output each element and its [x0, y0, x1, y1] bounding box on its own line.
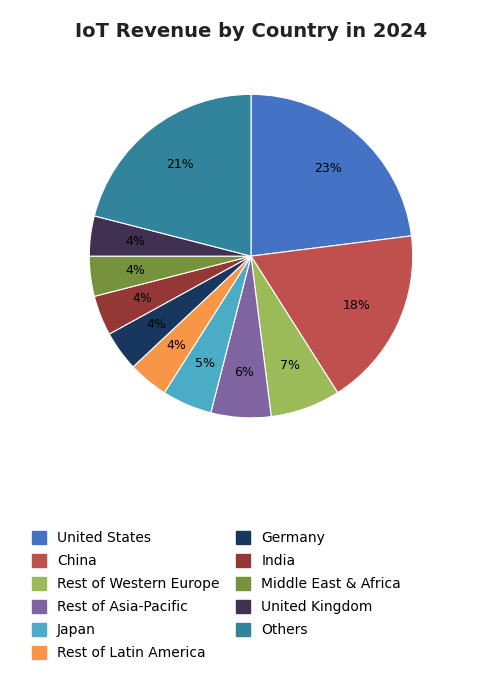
Text: 6%: 6%	[233, 366, 253, 379]
Legend: United States, China, Rest of Western Europe, Rest of Asia-Pacific, Japan, Rest : United States, China, Rest of Western Eu…	[32, 531, 400, 661]
Text: 4%: 4%	[125, 235, 145, 248]
Wedge shape	[133, 256, 250, 393]
Title: IoT Revenue by Country in 2024: IoT Revenue by Country in 2024	[75, 22, 426, 41]
Text: 21%: 21%	[165, 158, 193, 171]
Wedge shape	[94, 94, 250, 256]
Wedge shape	[89, 216, 250, 256]
Wedge shape	[109, 256, 250, 367]
Text: 4%: 4%	[166, 340, 186, 353]
Text: 4%: 4%	[132, 293, 152, 305]
Wedge shape	[210, 256, 271, 418]
Text: 23%: 23%	[314, 162, 341, 175]
Wedge shape	[250, 236, 412, 393]
Text: 5%: 5%	[194, 357, 214, 369]
Wedge shape	[89, 256, 250, 297]
Wedge shape	[250, 94, 411, 256]
Text: 4%: 4%	[125, 264, 145, 277]
Text: 18%: 18%	[342, 299, 370, 312]
Wedge shape	[164, 256, 250, 412]
Text: 4%: 4%	[147, 318, 166, 331]
Text: 7%: 7%	[280, 359, 300, 372]
Wedge shape	[250, 256, 337, 417]
Wedge shape	[94, 256, 250, 334]
